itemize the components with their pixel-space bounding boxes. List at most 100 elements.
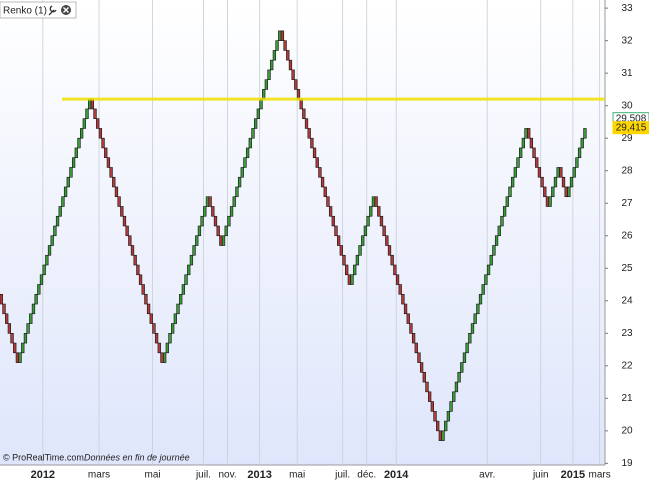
- brick: [540, 176, 544, 188]
- axis-background: [0, 465, 605, 483]
- brick: [26, 323, 30, 334]
- brick: [213, 215, 218, 227]
- brick: [564, 186, 568, 198]
- brick: [484, 274, 488, 285]
- x-tick-label: 2013: [247, 469, 271, 481]
- brick: [374, 196, 378, 207]
- brick: [221, 235, 226, 246]
- brick: [2, 303, 6, 315]
- brick: [449, 401, 453, 412]
- brick: [240, 167, 244, 178]
- brick: [114, 186, 119, 198]
- brick: [128, 235, 132, 246]
- brick: [366, 215, 370, 227]
- brick: [444, 420, 448, 432]
- brick: [390, 254, 394, 266]
- x-tick-label: juil.: [195, 470, 211, 481]
- price-label-box: [612, 121, 649, 135]
- brick: [157, 342, 161, 354]
- brick: [264, 79, 268, 90]
- brick: [0, 293, 3, 305]
- brick: [419, 362, 424, 373]
- brick: [270, 59, 274, 71]
- brick: [286, 50, 290, 61]
- brick: [382, 225, 386, 237]
- brick: [34, 293, 38, 305]
- brick: [572, 167, 576, 178]
- brick: [288, 59, 293, 71]
- brick: [478, 293, 483, 305]
- brick: [85, 108, 89, 119]
- brick: [320, 176, 325, 188]
- brick: [355, 254, 360, 266]
- brick: [53, 225, 57, 237]
- brick: [256, 108, 260, 119]
- brick: [430, 401, 434, 412]
- x-tick-label: 2015: [561, 469, 585, 481]
- brick: [524, 128, 528, 139]
- x-tick-label: mai: [289, 470, 305, 481]
- brick: [181, 284, 186, 295]
- y-tick-label: 20: [621, 425, 633, 436]
- brick: [245, 147, 250, 159]
- brick: [55, 215, 60, 227]
- brick: [141, 284, 145, 295]
- brick: [569, 176, 574, 188]
- brick: [176, 303, 180, 315]
- y-tick-label: 33: [621, 3, 633, 14]
- brick: [500, 215, 504, 227]
- brick: [350, 274, 354, 285]
- brick: [154, 333, 159, 344]
- brick: [326, 196, 330, 207]
- brick: [280, 30, 285, 41]
- y-tick-label: 29: [621, 133, 633, 144]
- brick: [556, 167, 560, 178]
- brick: [203, 206, 207, 217]
- brick: [31, 303, 36, 315]
- brick: [146, 303, 151, 315]
- y-tick-label: 25: [621, 263, 633, 274]
- brick: [219, 235, 223, 246]
- brick: [473, 313, 477, 324]
- brick: [179, 293, 183, 305]
- brick: [227, 215, 231, 227]
- brick: [529, 137, 534, 149]
- brick: [112, 176, 116, 188]
- brick: [521, 137, 525, 149]
- brick: [369, 206, 373, 217]
- brick: [96, 118, 100, 129]
- brick: [425, 381, 429, 393]
- brick: [168, 333, 172, 344]
- brick: [371, 196, 376, 207]
- brick: [162, 352, 167, 363]
- brick: [519, 147, 523, 159]
- brick: [101, 137, 105, 149]
- brick: [393, 264, 397, 276]
- price-label: 29,415: [616, 122, 647, 133]
- brick: [417, 352, 421, 363]
- brick: [511, 176, 515, 188]
- brick: [254, 118, 258, 129]
- y-tick-label: 19: [621, 458, 633, 469]
- x-tick-label: mars: [589, 470, 611, 481]
- brick: [307, 128, 311, 139]
- axis-background: [605, 0, 649, 483]
- brick: [130, 245, 135, 256]
- brick: [470, 323, 475, 334]
- y-tick-label: 31: [621, 68, 633, 79]
- settings-icon[interactable]: [48, 5, 57, 16]
- brick: [331, 215, 335, 227]
- footer-source: © ProRealTime.com: [3, 452, 84, 462]
- plot-background: [0, 0, 605, 465]
- brick: [39, 274, 44, 285]
- brick: [106, 157, 111, 168]
- brick: [195, 235, 199, 246]
- brick: [476, 303, 480, 315]
- brick: [23, 333, 28, 344]
- close-icon-x[interactable]: [63, 7, 69, 13]
- brick: [10, 333, 14, 344]
- brick: [379, 215, 384, 227]
- brick: [502, 206, 507, 217]
- brick: [267, 69, 271, 80]
- brick: [497, 225, 501, 237]
